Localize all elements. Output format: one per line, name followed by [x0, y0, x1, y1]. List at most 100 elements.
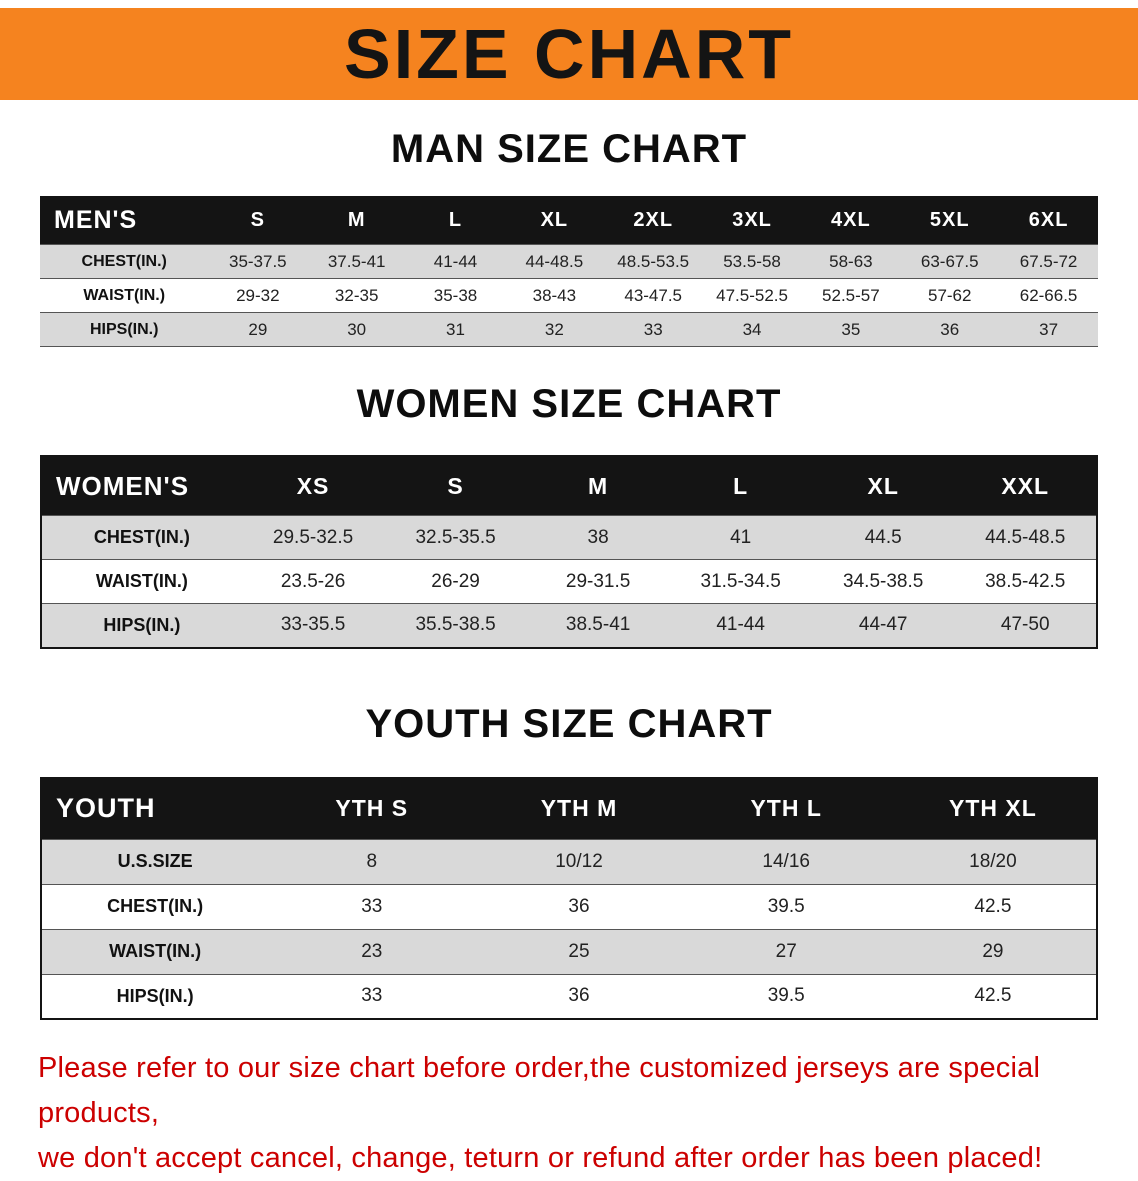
value-cell: 8: [366, 850, 378, 872]
value-cell: 33-35.5: [280, 614, 346, 636]
men-section-heading: MAN SIZE CHART: [390, 127, 748, 171]
women-section-heading: WOMEN SIZE CHART: [356, 382, 782, 426]
size-header-cell: YTH S: [268, 777, 476, 839]
value-cell: 29: [248, 319, 268, 339]
value-cell: 27: [775, 940, 797, 962]
value-cell: 35: [841, 319, 861, 339]
row-label-cell: CHEST(IN.): [107, 896, 204, 916]
value-cell: 52.5-57: [822, 285, 880, 305]
value-cell: 37.5-41: [327, 251, 386, 271]
value-cell: 34.5-38.5: [843, 570, 924, 592]
value-cell: 31: [446, 319, 465, 339]
table-row: HIPS(IN.) 29 30 31 32 33 34 35 36 37: [40, 312, 1098, 347]
value-cell: 34: [742, 319, 762, 339]
row-label-cell: WAIST(IN.): [109, 941, 202, 961]
value-cell: 36: [568, 895, 590, 917]
row-label-cell: U.S.SIZE: [117, 851, 193, 871]
value-cell: 57-62: [927, 285, 972, 305]
value-cell: 30: [347, 319, 367, 339]
footnote: Please refer to our size chart before or…: [38, 1046, 1100, 1181]
table-row: WAIST(IN.) 23 25 27 29: [41, 929, 1097, 974]
size-header-cell: YTH L: [682, 777, 890, 839]
value-cell: 41-44: [716, 614, 765, 636]
youth-size-table: YOUTH YTH S YTH M YTH L YTH XL U.S.SIZE 8 10/12…: [40, 776, 1098, 1020]
footnote-line-1: Please refer to our size chart before or…: [38, 1052, 1041, 1129]
size-header-cell: 4XL: [801, 196, 901, 245]
size-header-cell: 3XL: [702, 196, 802, 245]
youth-section-heading: YOUTH SIZE CHART: [365, 701, 773, 746]
value-cell: 53.5-58: [723, 251, 781, 271]
value-cell: 29-31.5: [565, 570, 631, 592]
table-title-cell: MEN'S: [40, 196, 209, 245]
value-cell: 29-32: [236, 285, 280, 305]
row-label-cell: CHEST(IN.): [93, 527, 190, 547]
row-label-cell: WAIST(IN.): [95, 571, 188, 591]
size-header-cell: L: [669, 456, 812, 516]
row-label-cell: CHEST(IN.): [81, 252, 167, 270]
row-label-cell: HIPS(IN.): [116, 985, 194, 1006]
value-cell: 35-37.5: [228, 251, 287, 271]
size-header-cell: 5XL: [900, 196, 1000, 245]
size-header-cell: YTH M: [475, 777, 683, 839]
size-header-cell: 6XL: [999, 196, 1098, 245]
size-header-cell: XL: [504, 196, 604, 245]
value-cell: 44.5-48.5: [985, 526, 1066, 548]
value-cell: 44.5: [864, 526, 902, 548]
value-cell: 33: [361, 895, 383, 917]
value-cell: 47-50: [1000, 614, 1050, 636]
value-cell: 38.5-42.5: [985, 570, 1066, 592]
value-cell: 32.5-35.5: [415, 526, 496, 548]
value-cell: 33: [361, 985, 383, 1007]
row-label-cell: WAIST(IN.): [83, 286, 166, 304]
value-cell: 10/12: [555, 850, 603, 872]
value-cell: 38: [587, 526, 609, 548]
value-cell: 48.5-53.5: [617, 251, 690, 271]
value-cell: 67.5-72: [1019, 251, 1078, 271]
value-cell: 41-44: [433, 251, 478, 271]
table-title-cell: WOMEN'S: [41, 456, 242, 516]
size-header-cell: M: [307, 196, 407, 245]
header-row: WOMEN'S XS S M L XL XXL: [41, 456, 1097, 516]
value-cell: 37: [1039, 319, 1059, 339]
value-cell: 39.5: [767, 895, 805, 917]
table-row: U.S.SIZE 8 10/12 14/16 18/20: [41, 839, 1097, 884]
value-cell: 63-67.5: [920, 251, 979, 271]
table-row: CHEST(IN.) 35-37.5 37.5-41 41-44 44-48.5 48.5…: [40, 244, 1098, 279]
size-header-cell: XL: [811, 456, 955, 516]
value-cell: 44-47: [858, 614, 908, 636]
value-cell: 41: [730, 526, 752, 548]
table-row: CHEST(IN.) 33 36 39.5 42.5: [41, 884, 1097, 929]
value-cell: 39.5: [767, 985, 805, 1007]
size-header-cell: XS: [241, 456, 385, 516]
table-row: CHEST(IN.) 29.5-32.5 32.5-35.5 38 41 44.5 44.5…: [41, 515, 1097, 560]
size-header-cell: M: [526, 456, 670, 516]
header-row: MEN'S S M L XL 2XL 3XL 4XL 5XL 6XL: [40, 196, 1098, 245]
women-size-table: WOMEN'S XS S M L XL XXL CHEST(IN.) 29.5-32.5 32.5…: [40, 455, 1098, 649]
value-cell: 35.5-38.5: [415, 614, 496, 636]
value-cell: 26-29: [431, 570, 480, 592]
value-cell: 36: [940, 319, 960, 339]
size-header-cell: L: [406, 196, 505, 245]
table-title-cell: YOUTH: [41, 777, 269, 839]
value-cell: 42.5: [974, 895, 1012, 917]
row-label-cell: HIPS(IN.): [89, 320, 159, 338]
size-header-cell: YTH XL: [889, 777, 1097, 839]
value-cell: 58-63: [829, 251, 873, 271]
value-cell: 33: [643, 319, 663, 339]
value-cell: 47.5-52.5: [716, 285, 788, 305]
size-header-cell: XXL: [954, 456, 1097, 516]
value-cell: 29: [982, 940, 1004, 962]
size-header-cell: S: [208, 196, 308, 245]
value-cell: 38.5-41: [565, 614, 631, 636]
value-cell: 29.5-32.5: [272, 526, 354, 548]
value-cell: 23.5-26: [280, 570, 346, 592]
value-cell: 23: [361, 940, 383, 962]
value-cell: 25: [568, 940, 590, 962]
value-cell: 32-35: [334, 285, 379, 305]
size-header-cell: 2XL: [603, 196, 703, 245]
table-row: HIPS(IN.) 33-35.5 35.5-38.5 38.5-41 41-44 44-…: [41, 603, 1097, 648]
value-cell: 31.5-34.5: [700, 570, 781, 592]
table-row: HIPS(IN.) 33 36 39.5 42.5: [41, 974, 1097, 1019]
header-row: YOUTH YTH S YTH M YTH L YTH XL: [41, 777, 1097, 839]
